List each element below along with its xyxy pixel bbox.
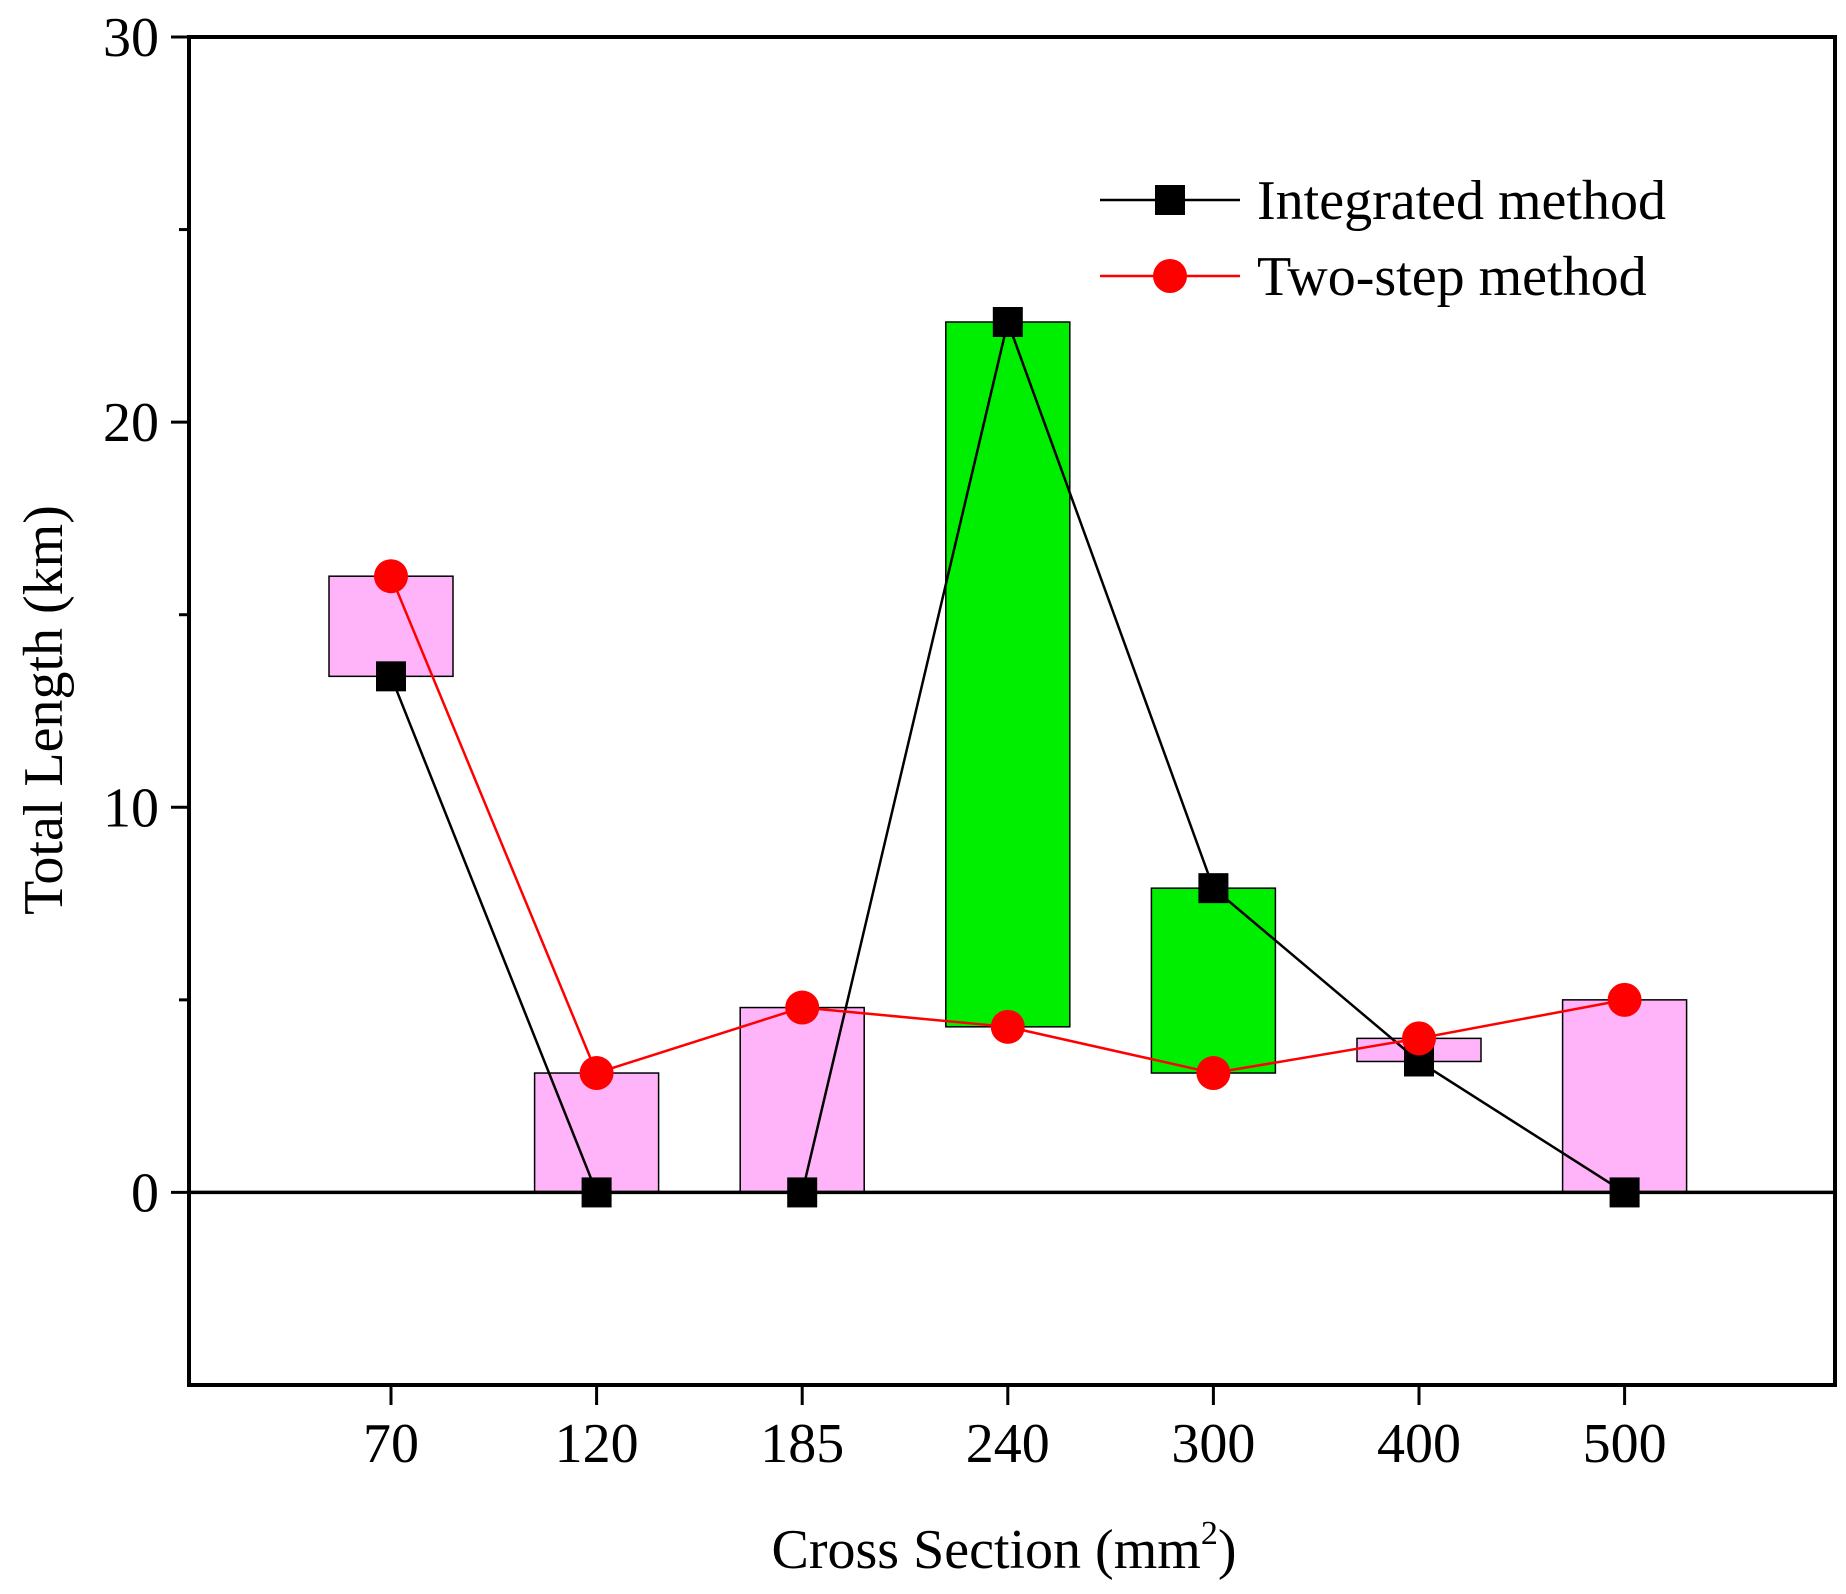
- x-tick-label: 185: [760, 1413, 844, 1475]
- tick-labels: 0 10 20 30 70 120 185 240 300 400 500: [103, 7, 1667, 1475]
- point-integrated-70: [376, 661, 406, 692]
- x-tick-label: 120: [555, 1413, 639, 1475]
- plot-frame: [187, 35, 1837, 1387]
- legend-marker-two-step: [1153, 259, 1187, 293]
- x-axis-title-main: Cross Section (mm: [772, 1519, 1201, 1581]
- difference-bar-120: [533, 1072, 660, 1194]
- legend-label-two-step: Two-step method: [1257, 246, 1647, 308]
- y-axis-title: Total Length (km): [13, 505, 75, 915]
- difference-bars: [328, 321, 1688, 1194]
- point-integrated-240: [992, 307, 1023, 338]
- point-two-step-185: [785, 990, 820, 1025]
- legend-marker-integrated: [1155, 185, 1185, 215]
- point-two-step-300: [1196, 1056, 1231, 1091]
- legend-label-integrated: Integrated method: [1257, 170, 1666, 232]
- y-tick-label: 10: [103, 777, 159, 839]
- y-tick-label: 30: [103, 7, 159, 69]
- point-two-step-400: [1402, 1021, 1436, 1056]
- x-tick-label: 240: [966, 1413, 1050, 1475]
- point-two-step-70: [374, 559, 408, 594]
- x-axis-title: Cross Section (mm2): [772, 1515, 1237, 1581]
- point-integrated-300: [1198, 873, 1229, 904]
- difference-bar-240: [945, 321, 1071, 1028]
- x-tick-label: 70: [363, 1413, 419, 1475]
- legend: Integrated method Two-step method: [1100, 170, 1666, 308]
- y-tick-label: 20: [103, 392, 159, 454]
- difference-bar-300: [1150, 887, 1277, 1074]
- point-two-step-500: [1607, 982, 1642, 1017]
- series-markers: [374, 307, 1642, 1208]
- difference-bar-185: [739, 1006, 865, 1194]
- point-integrated-120: [581, 1177, 612, 1208]
- point-integrated-500: [1609, 1177, 1640, 1208]
- x-tick-label: 300: [1171, 1413, 1255, 1475]
- axes: [171, 35, 1837, 1405]
- x-axis-title-close: ): [1218, 1519, 1237, 1581]
- x-axis-title-superscript: 2: [1201, 1515, 1218, 1552]
- x-tick-label: 400: [1377, 1413, 1461, 1475]
- point-two-step-120: [579, 1056, 614, 1091]
- point-integrated-185: [787, 1177, 818, 1208]
- y-tick-label: 0: [131, 1162, 159, 1224]
- point-two-step-240: [990, 1009, 1025, 1044]
- x-tick-label: 500: [1583, 1413, 1667, 1475]
